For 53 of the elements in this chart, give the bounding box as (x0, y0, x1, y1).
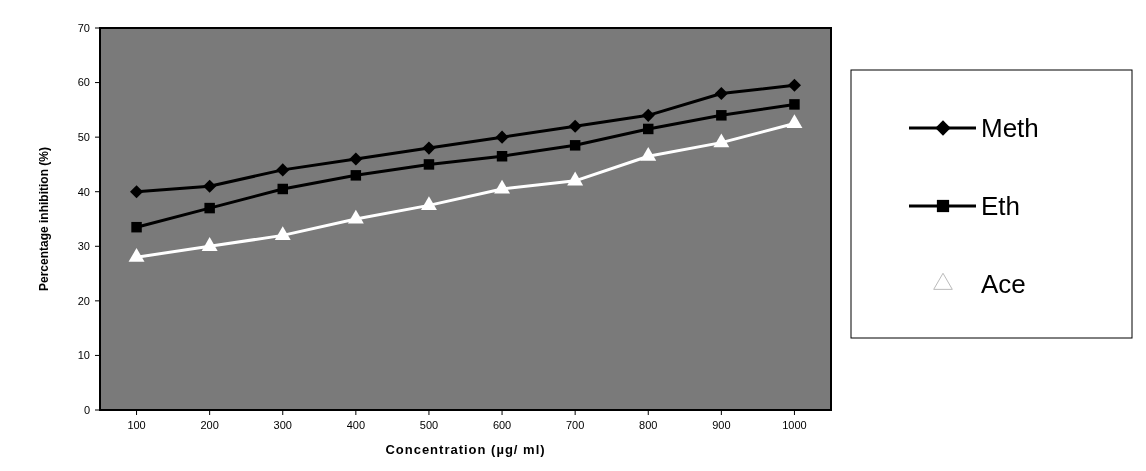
x-tick-label: 100 (127, 419, 146, 431)
x-tick-label: 900 (712, 419, 731, 431)
y-tick-label: 20 (77, 294, 90, 307)
point (420, 196, 437, 210)
x-tick-label: 300 (273, 419, 292, 431)
point (131, 221, 142, 233)
point (567, 171, 584, 186)
point (494, 179, 511, 194)
point (569, 140, 581, 151)
point (350, 170, 362, 181)
x-tick-label: 500 (419, 419, 439, 431)
point (349, 152, 363, 166)
point (713, 133, 730, 148)
point (203, 179, 217, 193)
y-tick-label: 50 (77, 130, 90, 143)
point (276, 163, 290, 177)
point (422, 141, 436, 155)
y-tick-label: 30 (77, 240, 90, 253)
x-tick-label: 1000 (782, 419, 807, 431)
point (129, 185, 144, 199)
point (277, 183, 288, 195)
legend-label: Eth (981, 191, 1021, 222)
x-tick-label: 600 (492, 419, 512, 431)
y-tick-label: 0 (83, 403, 90, 416)
point (643, 123, 654, 135)
point (204, 202, 215, 214)
y-tick-label: 10 (77, 349, 90, 362)
point (201, 237, 218, 251)
y-tick-label: 60 (77, 76, 90, 89)
y-axis-title: Percentage inhibition (%) (37, 146, 51, 292)
point (716, 110, 727, 121)
y-tick-label: 70 (77, 21, 90, 34)
point (496, 151, 508, 162)
x-tick-label: 200 (200, 419, 219, 431)
point (641, 108, 655, 122)
point (347, 209, 364, 224)
x-tick-label: 700 (565, 419, 585, 431)
point (789, 99, 800, 110)
x-tick-label: 800 (639, 419, 658, 431)
point (786, 114, 803, 129)
x-tick-label: 400 (346, 419, 366, 431)
point (495, 130, 509, 144)
point (423, 159, 435, 170)
legend-label: Ace (981, 269, 1026, 300)
y-tick-label: 40 (77, 185, 90, 198)
point (568, 119, 582, 133)
point (714, 86, 728, 101)
x-axis-title: Concentration (µg/ ml) (385, 442, 546, 457)
point (128, 248, 145, 262)
point (274, 226, 291, 240)
point (640, 147, 657, 161)
legend-label: Meth (981, 113, 1039, 144)
point (787, 78, 802, 92)
